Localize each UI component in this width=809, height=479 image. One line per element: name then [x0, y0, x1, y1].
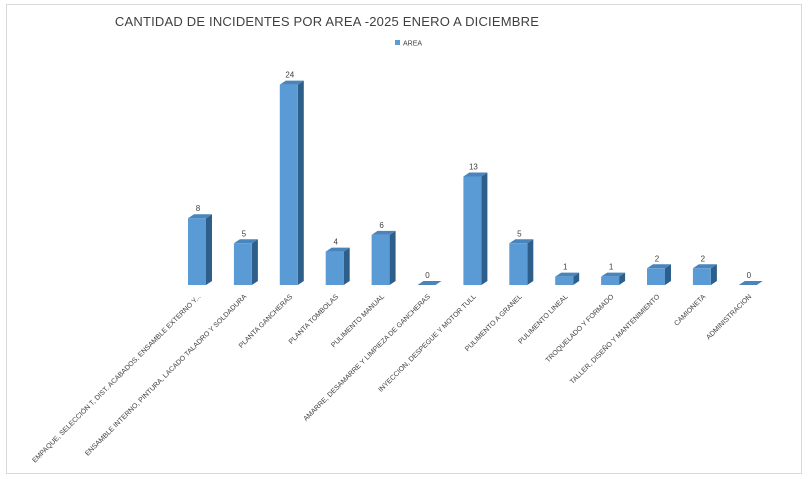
data-label-1: 5	[242, 229, 247, 238]
bar-top-1	[233, 239, 258, 244]
bar-side-9	[619, 272, 626, 285]
bar-side-7	[527, 239, 534, 285]
bar-top-12	[738, 281, 763, 285]
bar-9	[601, 276, 620, 285]
bar-4	[371, 234, 390, 285]
bar-top-11	[692, 264, 717, 269]
bar-0	[188, 218, 206, 285]
chart-title: CANTIDAD DE INCIDENTES POR AREA -2025 EN…	[114, 14, 540, 29]
bar-side-6	[481, 172, 488, 285]
bar-10	[647, 268, 665, 285]
bar-3	[325, 251, 344, 285]
legend-swatch	[395, 40, 400, 45]
bar-6	[463, 176, 482, 285]
bar-11	[692, 268, 711, 285]
data-label-7: 5	[517, 229, 522, 238]
bar-side-8	[573, 272, 580, 285]
category-label-4: PULIMENTO MANUAL	[330, 293, 386, 349]
bar-top-5	[417, 281, 442, 285]
bar-side-3	[343, 247, 350, 285]
data-label-5: 0	[425, 271, 430, 280]
category-label-10: TALLER, DISEÑO Y MANTENIMIENTO	[568, 292, 662, 386]
data-label-12: 0	[747, 271, 752, 280]
bar-1	[233, 243, 252, 285]
bar-top-10	[647, 264, 671, 269]
category-label-8: PULIMENTO LINEAL	[517, 293, 569, 345]
category-label-12: ADMINISTRACION	[705, 293, 753, 341]
bar-top-6	[463, 172, 488, 177]
bar-side-1	[251, 239, 258, 285]
bar-top-0	[188, 214, 212, 219]
bar-7	[509, 243, 528, 285]
bar-top-4	[371, 230, 396, 235]
legend-entry: AREA	[403, 41, 422, 48]
bar-top-8	[555, 272, 580, 277]
category-label-3: PLANTA TOMBOLAS	[288, 293, 340, 345]
category-label-2: PLANTA GANCHERAS	[238, 293, 295, 350]
bar-side-2	[297, 80, 304, 285]
bar-top-3	[325, 247, 350, 252]
data-label-6: 13	[469, 162, 478, 171]
bar-top-7	[509, 239, 534, 244]
category-label-11: CAMIONETA	[673, 293, 707, 327]
data-label-2: 24	[285, 71, 294, 80]
data-label-4: 6	[379, 221, 384, 230]
category-label-0: EMPAQUE, SELECCIÓN T, DIST. ACABADOS, EN…	[30, 292, 202, 464]
bar-side-4	[389, 230, 396, 285]
data-label-0: 8	[196, 204, 201, 213]
bar-top-2	[279, 80, 304, 85]
chart-frame: CANTIDAD DE INCIDENTES POR AREA -2025 EN…	[6, 4, 802, 474]
data-label-10: 2	[655, 254, 660, 263]
category-label-6: INYECCION, DESPEGUE Y MOTOR TULL	[378, 293, 478, 393]
data-label-8: 1	[563, 263, 568, 272]
bar-side-10	[665, 264, 671, 285]
category-label-1: ENSAMBLE INTERNO, PINTURA, LACADO TALADR…	[84, 293, 248, 457]
data-label-11: 2	[701, 254, 706, 263]
data-label-9: 1	[609, 263, 614, 272]
data-label-3: 4	[333, 238, 338, 247]
bar-8	[555, 276, 574, 285]
bar-side-0	[206, 214, 212, 285]
bar-side-11	[710, 264, 717, 285]
bar-top-9	[601, 272, 626, 277]
bar-2	[279, 84, 298, 285]
